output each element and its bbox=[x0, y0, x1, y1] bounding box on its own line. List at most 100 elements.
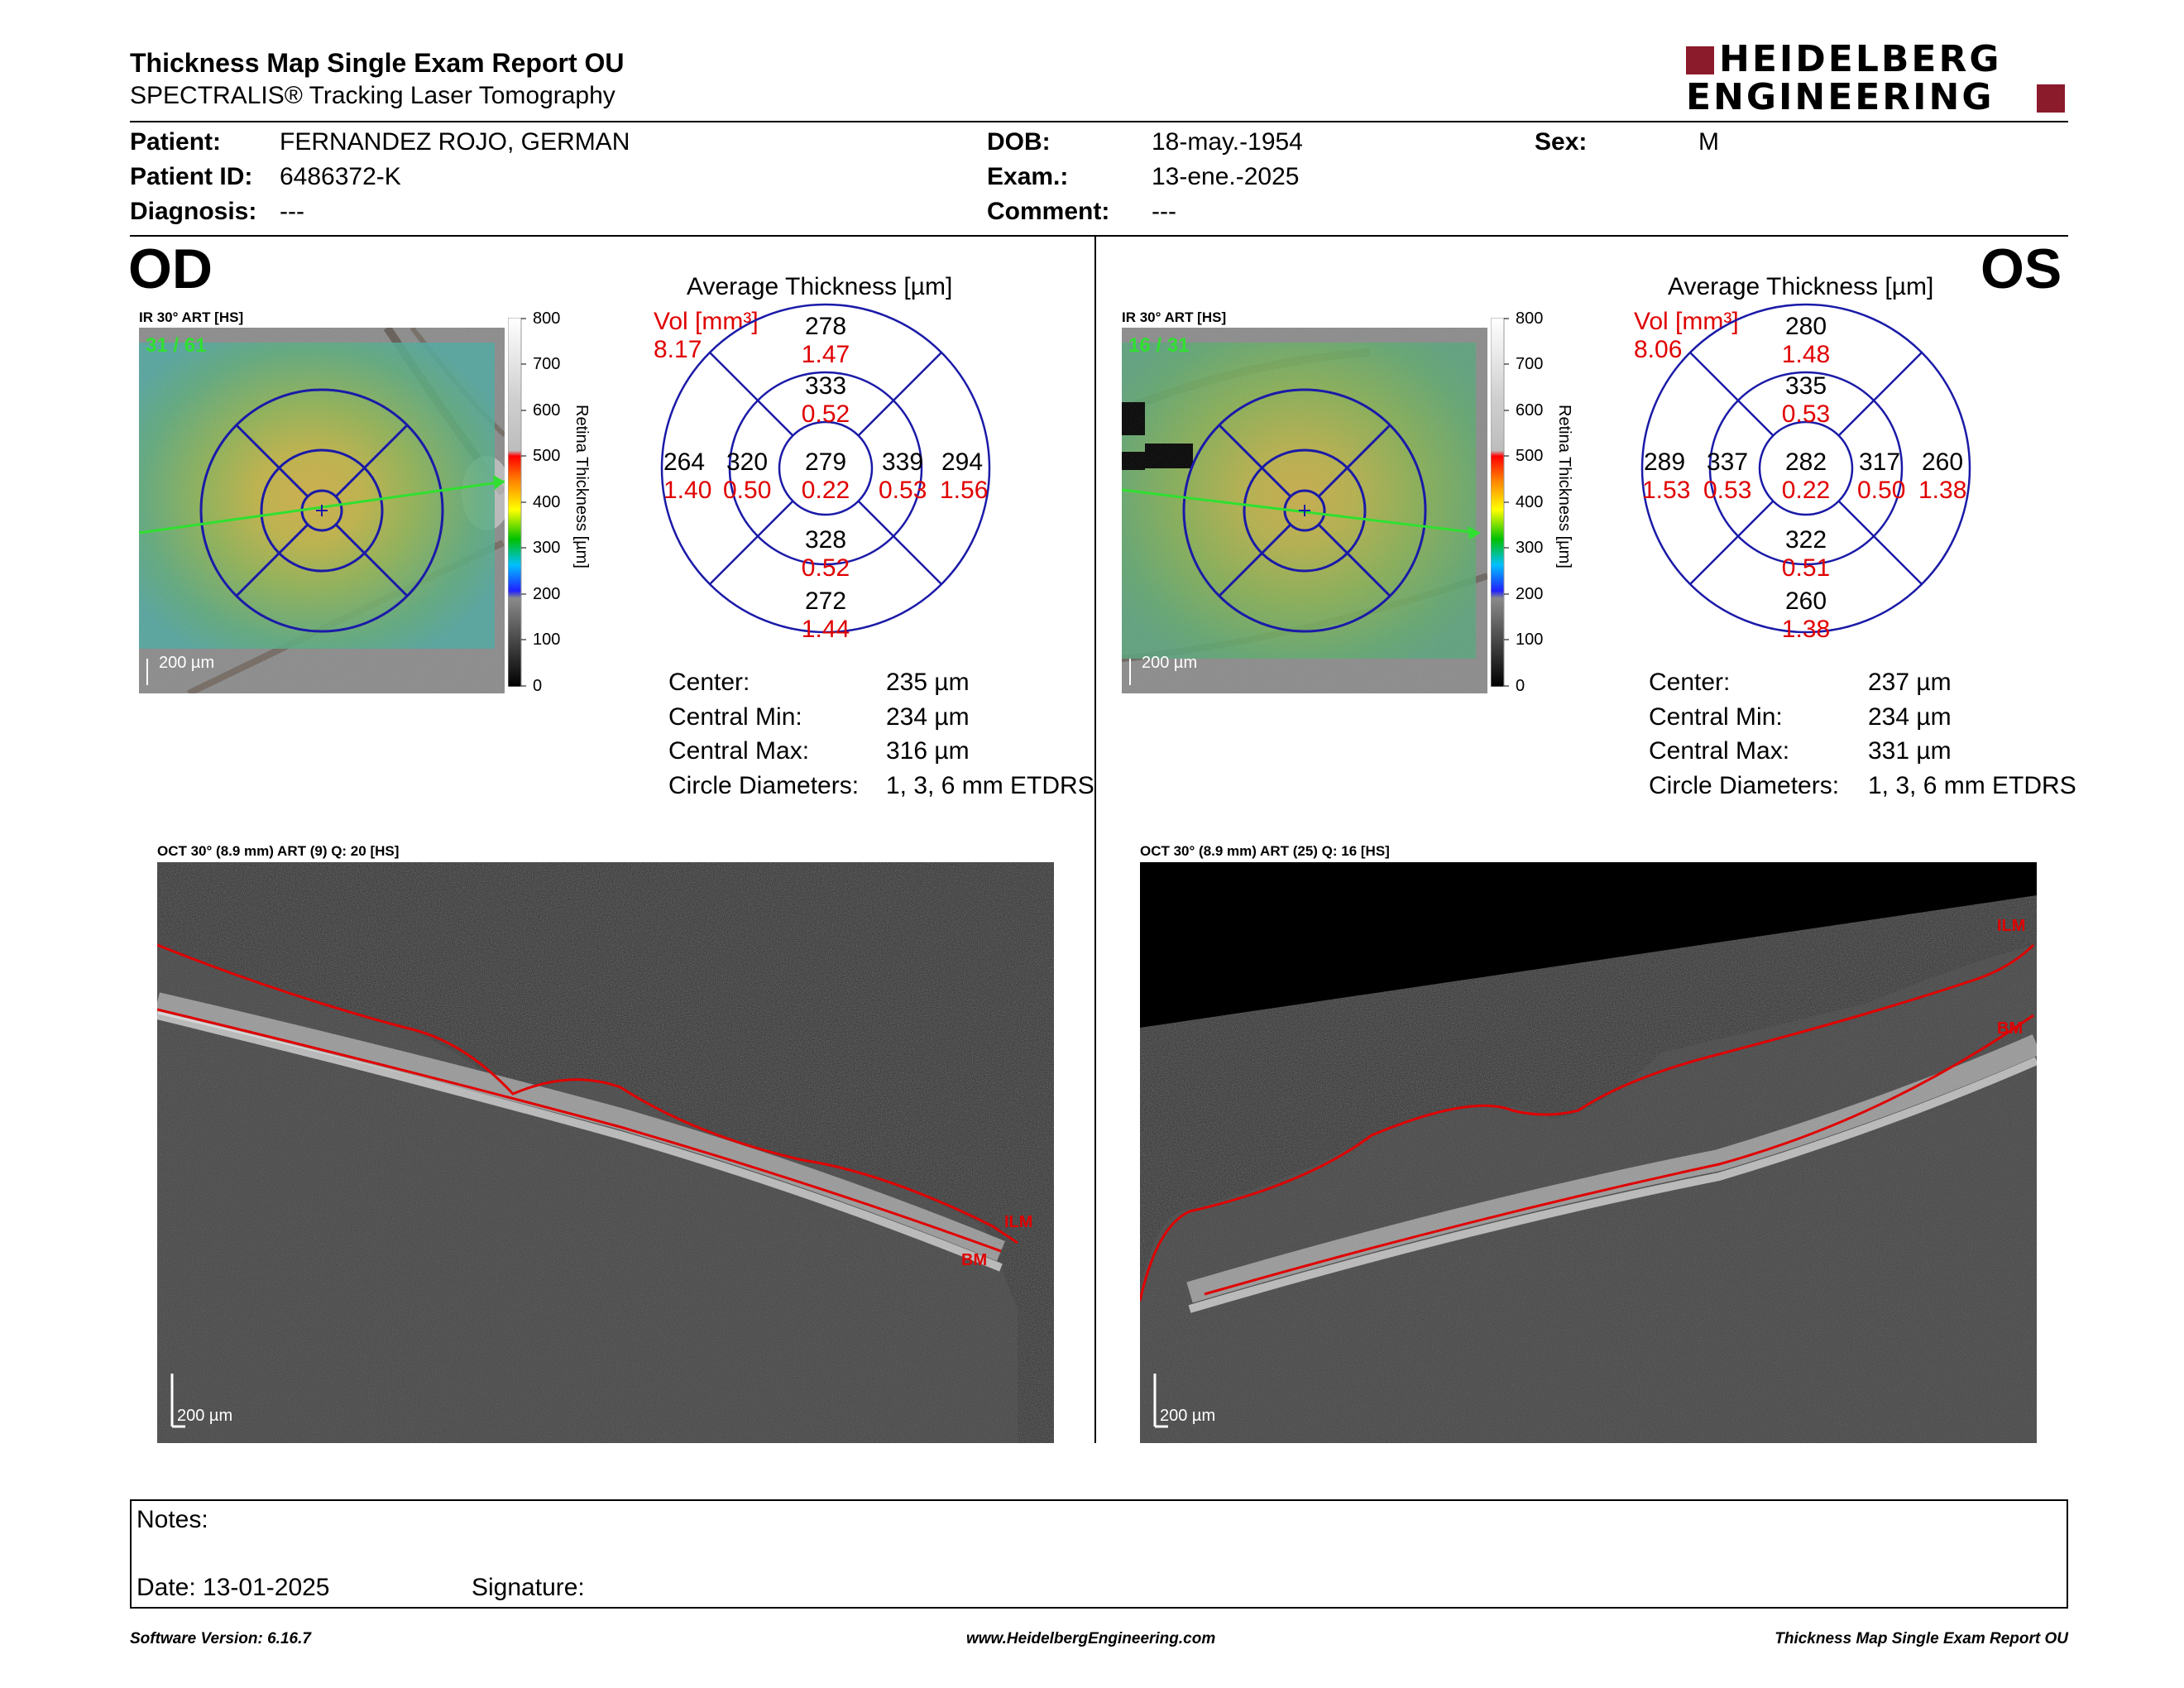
os-etdrs-grid: 280 1.48 335 0.53 282 0.22 322 0.51 260 … bbox=[1640, 303, 1971, 643]
os-tick-100: 100 bbox=[1516, 631, 1544, 649]
os-max-value: 331 µm bbox=[1868, 737, 1952, 765]
report-subtitle: SPECTRALIS® Tracking Laser Tomography bbox=[130, 82, 615, 109]
od-oct-label: OCT 30° (8.9 mm) ART (9) Q: 20 [HS] bbox=[157, 843, 400, 859]
od-ir-label: IR 30° ART [HS] bbox=[139, 309, 244, 325]
notes-label: Notes: bbox=[136, 1506, 208, 1533]
od-outer-inf-volume: 1.44 bbox=[801, 616, 850, 643]
diagnosis-value: --- bbox=[280, 198, 304, 225]
patient-divider bbox=[130, 235, 2068, 237]
os-tick-300: 300 bbox=[1516, 539, 1544, 557]
os-tick-500: 500 bbox=[1516, 447, 1544, 465]
od-outer-right-volume: 1.56 bbox=[940, 477, 989, 504]
os-inner-sup-thickness: 335 bbox=[1784, 372, 1827, 400]
od-outer-sup-thickness: 278 bbox=[804, 313, 847, 340]
od-bm-label: BM bbox=[961, 1251, 988, 1269]
sex-label: Sex: bbox=[1535, 128, 1588, 156]
od-tick-400: 400 bbox=[533, 493, 561, 511]
os-inner-inf-thickness: 322 bbox=[1784, 526, 1827, 554]
od-outer-right-thickness: 294 bbox=[941, 448, 984, 476]
od-etdrs-grid: 278 1.47 333 0.52 279 0.22 328 0.52 272 … bbox=[660, 303, 991, 643]
os-tick-200: 200 bbox=[1516, 585, 1544, 603]
od-center-volume: 0.22 bbox=[801, 477, 850, 504]
os-center-value: 237 µm bbox=[1868, 669, 1952, 696]
od-inner-inf-thickness: 328 bbox=[804, 526, 847, 554]
patient-id-label: Patient ID: bbox=[130, 163, 253, 190]
logo-line1: HEIDELBERG bbox=[1719, 38, 2002, 80]
os-inner-left-thickness: 337 bbox=[1707, 448, 1749, 476]
footer-url[interactable]: www.HeidelbergEngineering.com bbox=[966, 1630, 1216, 1647]
od-max-label: Central Max: bbox=[668, 737, 810, 765]
od-oct-scale: 200 µm bbox=[177, 1407, 233, 1425]
od-inner-sup-thickness: 333 bbox=[804, 372, 847, 400]
os-tick-600: 600 bbox=[1516, 401, 1544, 420]
os-frame-counter: 16 / 31 bbox=[1128, 334, 1190, 357]
os-outer-sup-thickness: 280 bbox=[1784, 313, 1827, 340]
os-bm-label: BM bbox=[1997, 1019, 2024, 1038]
od-tick-100: 100 bbox=[533, 631, 561, 649]
os-tick-800: 800 bbox=[1516, 309, 1544, 328]
od-tick-200: 200 bbox=[533, 585, 561, 603]
diagnosis-label: Diagnosis: bbox=[130, 198, 257, 225]
od-vol-value: 8.17 bbox=[654, 336, 702, 363]
os-eye-label: OS bbox=[1980, 237, 2062, 300]
os-oct-scale: 200 µm bbox=[1160, 1407, 1216, 1425]
od-frame-counter: 31 / 61 bbox=[146, 334, 207, 357]
os-outer-left-thickness: 289 bbox=[1644, 448, 1686, 476]
heidelberg-logo: HEIDELBERG ENGINEERING bbox=[1686, 40, 2067, 118]
od-tick-700: 700 bbox=[533, 355, 561, 373]
od-colorbar-label: Retina Thickness [µm] bbox=[572, 405, 591, 568]
od-outer-sup-volume: 1.47 bbox=[801, 341, 850, 368]
od-ilm-label: ILM bbox=[1004, 1213, 1033, 1231]
os-colorbar-label: Retina Thickness [µm] bbox=[1555, 405, 1573, 568]
od-diam-value: 1, 3, 6 mm ETDRS bbox=[886, 772, 1094, 799]
od-center-value: 235 µm bbox=[886, 669, 970, 696]
os-outer-inf-thickness: 260 bbox=[1784, 587, 1827, 615]
os-inner-inf-volume: 0.51 bbox=[1781, 554, 1831, 582]
os-scale-label: 200 µm bbox=[1142, 654, 1198, 672]
od-tick-0: 0 bbox=[533, 677, 543, 695]
os-oct-scan: ILM BM 200 µm bbox=[1140, 862, 2037, 1443]
os-tick-400: 400 bbox=[1516, 493, 1544, 511]
report-title: Thickness Map Single Exam Report OU bbox=[130, 48, 625, 78]
od-avg-title: Average Thickness [µm] bbox=[687, 273, 953, 300]
os-outer-right-volume: 1.38 bbox=[1918, 477, 1967, 504]
os-colorbar: 800 700 600 500 400 300 200 100 0 Retina… bbox=[1490, 309, 1573, 695]
od-max-value: 316 µm bbox=[886, 737, 970, 765]
od-tick-500: 500 bbox=[533, 447, 561, 465]
os-min-label: Central Min: bbox=[1649, 703, 1783, 731]
exam-label: Exam.: bbox=[987, 163, 1069, 190]
os-center-label: Center: bbox=[1649, 669, 1731, 696]
od-outer-inf-thickness: 272 bbox=[804, 587, 847, 615]
os-ilm-label: ILM bbox=[1997, 917, 2026, 935]
od-inner-sup-volume: 0.52 bbox=[801, 400, 850, 428]
comment-label: Comment: bbox=[987, 198, 1110, 225]
dob-value: 18-may.-1954 bbox=[1152, 128, 1303, 156]
os-center-volume: 0.22 bbox=[1781, 477, 1831, 504]
od-eye-label: OD bbox=[128, 237, 213, 300]
od-vol-label: Vol [mm³] bbox=[654, 308, 759, 335]
os-center-thickness: 282 bbox=[1784, 448, 1827, 476]
od-tick-800: 800 bbox=[533, 309, 561, 328]
patient-label: Patient: bbox=[130, 128, 222, 156]
od-tick-600: 600 bbox=[533, 401, 561, 420]
os-diam-label: Circle Diameters: bbox=[1649, 772, 1840, 799]
dob-label: DOB: bbox=[987, 128, 1051, 156]
od-inner-inf-volume: 0.52 bbox=[801, 554, 850, 582]
od-min-label: Central Min: bbox=[668, 703, 802, 731]
os-vol-label: Vol [mm³] bbox=[1634, 308, 1739, 335]
od-center-thickness: 279 bbox=[804, 448, 847, 476]
os-max-label: Central Max: bbox=[1649, 737, 1790, 765]
os-outer-left-volume: 1.53 bbox=[1642, 477, 1691, 504]
os-diam-value: 1, 3, 6 mm ETDRS bbox=[1868, 772, 2076, 799]
od-center-label: Center: bbox=[668, 669, 750, 696]
os-vol-value: 8.06 bbox=[1634, 336, 1683, 363]
os-inner-right-volume: 0.50 bbox=[1857, 477, 1906, 504]
exam-value: 13-ene.-2025 bbox=[1152, 163, 1300, 190]
os-oct-label: OCT 30° (8.9 mm) ART (25) Q: 16 [HS] bbox=[1140, 843, 1390, 859]
signature-label: Signature: bbox=[472, 1574, 585, 1601]
logo-line2: ENGINEERING bbox=[1686, 76, 1995, 118]
od-outer-left-thickness: 264 bbox=[663, 448, 706, 476]
od-fundus-image: 31 / 61 200 µm bbox=[139, 328, 505, 693]
od-min-value: 234 µm bbox=[886, 703, 970, 731]
os-avg-title: Average Thickness [µm] bbox=[1668, 273, 1934, 300]
